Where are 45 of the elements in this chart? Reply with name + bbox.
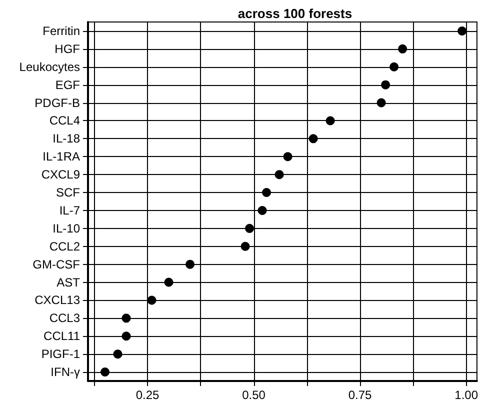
y-tick-label: CCL2 [49,239,80,254]
y-tick-label: PDGF-B [34,96,80,110]
point [376,98,386,108]
point [100,368,110,377]
y-tick-label: CCL11 [44,329,80,344]
y-tick-label: SCF [56,186,80,200]
point [113,350,122,359]
point [308,134,318,144]
x-tick-label: 0.25 [136,388,160,402]
point [262,188,272,198]
point [258,206,267,215]
point [240,242,250,251]
point [274,170,284,180]
point [186,260,195,269]
point [122,314,131,323]
y-tick-label: CCL3 [49,311,80,326]
y-tick-label: Leukocytes [19,60,80,74]
x-tick-label: 0.50 [242,388,266,402]
y-tick-label: Ferritin [42,24,80,38]
y-tick-label: IL-1RA [42,150,80,164]
point [147,296,156,305]
y-tick-label: PIGF-1 [41,347,80,362]
y-tick-label: CXCL13 [34,293,80,308]
y-tick-label: HGF [54,42,80,56]
y-tick-label: EGF [55,78,80,92]
chart-title: across 100 forests [238,6,352,21]
x-tick-label: 1.00 [454,388,478,402]
y-tick-label: CXCL9 [41,168,80,182]
y-tick-label: IFN-γ [50,365,80,380]
y-tick-label: CCL4 [49,114,80,128]
y-tick-label: IL-10 [52,221,80,236]
y-tick-label: IL-18 [52,132,80,146]
point [245,224,254,233]
point [283,152,292,162]
y-tick-label: GM-CSF [32,257,80,272]
point [122,332,131,341]
y-tick-label: IL-7 [59,203,80,218]
y-tick-label: AST [56,275,81,290]
point [164,278,174,287]
point [458,26,467,36]
point [326,116,335,126]
point [381,80,390,90]
point [398,44,408,54]
point [390,62,399,72]
x-tick-label: 0.75 [348,388,372,402]
